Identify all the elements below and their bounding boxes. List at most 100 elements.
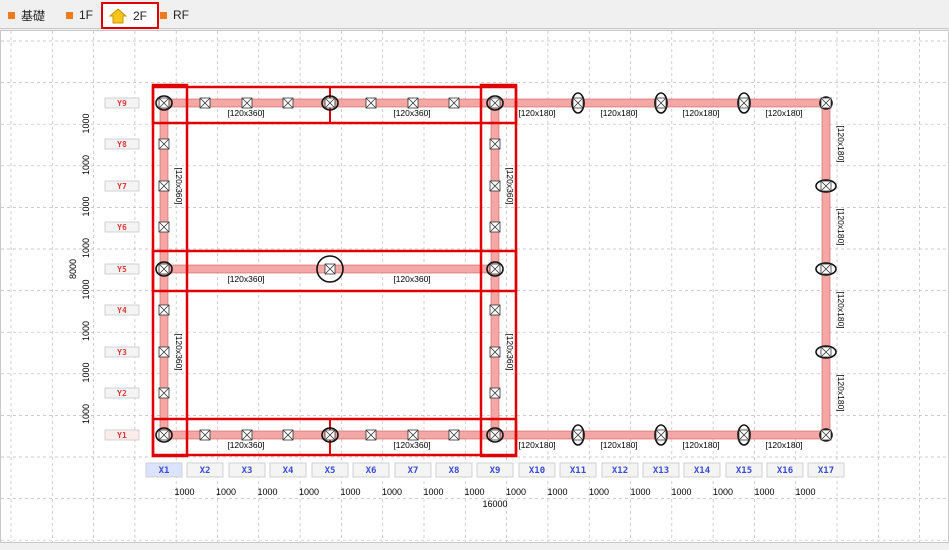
- beam-size-label: [120x360]: [393, 274, 430, 284]
- x-axis-label[interactable]: X7: [408, 466, 419, 476]
- x-spacing-label: 1000: [795, 487, 815, 497]
- y-axis-label[interactable]: Y5: [117, 265, 127, 274]
- selection-box: [151, 249, 518, 293]
- tab-kiso[interactable]: 基礎: [8, 4, 45, 26]
- y-axis-label[interactable]: Y7: [117, 182, 127, 191]
- post-cross: [489, 346, 501, 358]
- floor-plan-drawing[interactable]: [120x360] [120x360] [120x180] [120x180] [120…: [1, 31, 948, 542]
- y-axis-button[interactable]: [104, 429, 140, 441]
- beam-size-label: [120x360]: [393, 440, 430, 450]
- x-axis-label[interactable]: X14: [694, 466, 711, 476]
- axis-labels: Y9 Y8 Y7 Y6 Y5 Y4 Y3 Y2 Y1 X1 X2 X3 X4 X5 X6 X7 X8 X9 X10 X…: [68, 97, 845, 509]
- plan-canvas[interactable]: [120x360] [120x360] [120x180] [120x180] [120…: [0, 30, 949, 543]
- x-axis-button[interactable]: [352, 462, 390, 478]
- x-axis-button[interactable]: [435, 462, 473, 478]
- x-axis-button[interactable]: [311, 462, 349, 478]
- post-cross: [365, 97, 377, 109]
- post-cross: [655, 97, 667, 109]
- x-axis-label[interactable]: X16: [777, 466, 793, 476]
- x-axis-button[interactable]: [518, 462, 556, 478]
- x-spacing-label: 1000: [630, 487, 650, 497]
- x-axis-button[interactable]: [269, 462, 307, 478]
- y-axis-label[interactable]: Y1: [117, 431, 127, 440]
- y-axis-label[interactable]: Y9: [117, 99, 127, 108]
- post-cross: [489, 263, 501, 275]
- post-cross: [324, 429, 336, 441]
- column-marker: [486, 427, 504, 443]
- y-axis-label[interactable]: Y6: [117, 223, 127, 232]
- column-marker: [321, 427, 339, 443]
- column-marker: [571, 424, 585, 446]
- x-axis-label[interactable]: X2: [200, 466, 211, 476]
- y-axis-button[interactable]: [104, 263, 140, 275]
- x-spacing-label: 1000: [506, 487, 526, 497]
- x-axis-label[interactable]: X1: [159, 466, 170, 476]
- y-axis-label[interactable]: Y8: [117, 140, 127, 149]
- orange-square-icon: [160, 11, 167, 19]
- beam-size-label: [120x180]: [836, 291, 846, 328]
- x-total-label: 16000: [482, 499, 507, 509]
- post-cross: [282, 429, 294, 441]
- y-axis-button[interactable]: [104, 387, 140, 399]
- beam-size-label: [120x360]: [174, 333, 184, 370]
- y-axis-button[interactable]: [104, 97, 140, 109]
- x-axis-button[interactable]: [476, 462, 514, 478]
- x-spacing-label: 1000: [547, 487, 567, 497]
- beam-size-label: [120x180]: [765, 440, 802, 450]
- x-axis-button[interactable]: [683, 462, 721, 478]
- tab-2f[interactable]: 2F: [101, 2, 159, 29]
- post-cross: [738, 429, 750, 441]
- beam-size-label: [120x180]: [600, 108, 637, 118]
- y-axis-label[interactable]: Y3: [117, 348, 127, 357]
- x-axis-label[interactable]: X4: [283, 466, 294, 476]
- post-cross: [489, 138, 501, 150]
- x-spacing-label: 1000: [423, 487, 443, 497]
- x-axis-button[interactable]: [186, 462, 224, 478]
- x-axis-label[interactable]: X12: [612, 466, 628, 476]
- x-spacing-label: 1000: [299, 487, 319, 497]
- post-cross: [489, 429, 501, 441]
- y-axis-label[interactable]: Y2: [117, 389, 127, 398]
- post-cross: [820, 97, 832, 109]
- x-axis-label[interactable]: X11: [570, 466, 586, 476]
- x-axis-label[interactable]: X15: [736, 466, 752, 476]
- x-spacing-label: 1000: [216, 487, 236, 497]
- x-axis-label[interactable]: X9: [490, 466, 501, 476]
- x-axis-label[interactable]: X10: [529, 466, 545, 476]
- x-axis-label[interactable]: X13: [653, 466, 669, 476]
- x-axis-label[interactable]: X6: [366, 466, 377, 476]
- y-spacing-label: 1000: [81, 321, 91, 341]
- y-axis-button[interactable]: [104, 138, 140, 150]
- beam-size-label: [120x360]: [393, 108, 430, 118]
- y-spacing-label: 1000: [81, 238, 91, 258]
- post-cross: [158, 429, 170, 441]
- y-spacing-label: 1000: [81, 362, 91, 382]
- tab-rf[interactable]: RF: [160, 4, 189, 26]
- x-axis-label[interactable]: X17: [818, 466, 834, 476]
- beam-size-label: [120x180]: [836, 208, 846, 245]
- x-spacing-label: 1000: [589, 487, 609, 497]
- post-cross: [572, 429, 584, 441]
- y-axis-label[interactable]: Y4: [117, 306, 127, 315]
- tab-1f[interactable]: 1F: [66, 4, 93, 26]
- x-axis-button[interactable]: [642, 462, 680, 478]
- x-axis-button[interactable]: [807, 462, 845, 478]
- column-marker: [654, 92, 668, 114]
- x-axis-label[interactable]: X8: [449, 466, 460, 476]
- x-axis-button[interactable]: [394, 462, 432, 478]
- x-axis-button[interactable]: [559, 462, 597, 478]
- x-axis-button[interactable]: [145, 462, 183, 478]
- y-axis-button[interactable]: [104, 221, 140, 233]
- column-marker: [819, 96, 833, 110]
- y-axis-button[interactable]: [104, 304, 140, 316]
- post-cross: [448, 429, 460, 441]
- x-axis-button[interactable]: [766, 462, 804, 478]
- x-axis-button[interactable]: [725, 462, 763, 478]
- y-axis-button[interactable]: [104, 346, 140, 358]
- x-axis-button[interactable]: [228, 462, 266, 478]
- post-cross: [489, 387, 501, 399]
- x-axis-label[interactable]: X5: [325, 466, 336, 476]
- y-axis-button[interactable]: [104, 180, 140, 192]
- x-axis-label[interactable]: X3: [242, 466, 253, 476]
- x-axis-button[interactable]: [601, 462, 639, 478]
